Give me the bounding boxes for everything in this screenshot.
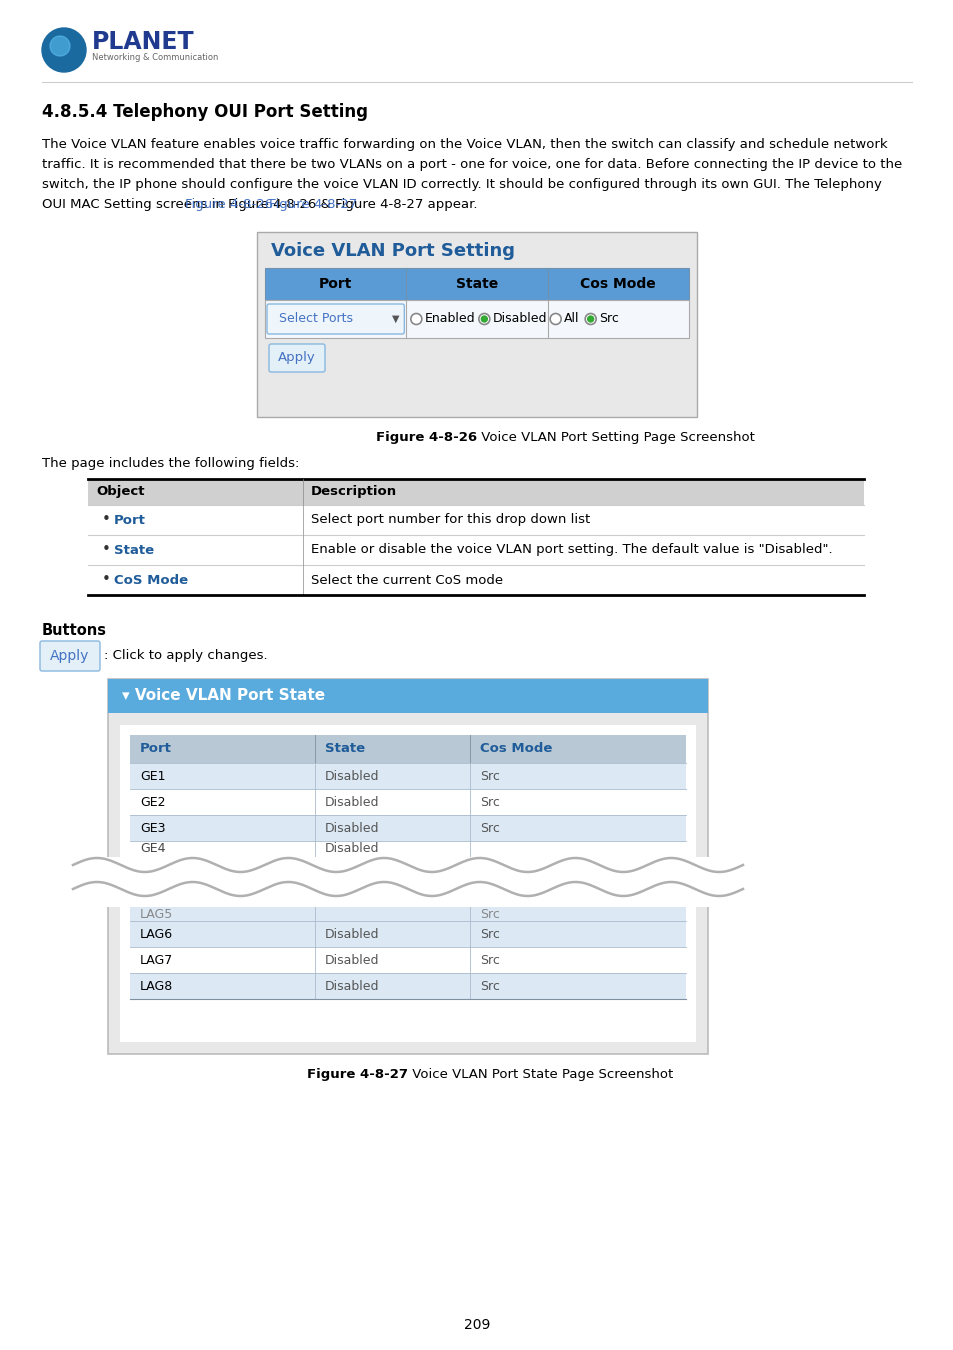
Text: All: All [563,312,578,325]
Text: LAG7: LAG7 [140,953,173,967]
FancyBboxPatch shape [108,679,707,713]
Text: Src: Src [479,822,499,834]
Text: 4.8.5.4 Telephony OUI Port Setting: 4.8.5.4 Telephony OUI Port Setting [42,103,368,122]
FancyBboxPatch shape [88,505,863,535]
Text: Src: Src [479,907,499,921]
Text: Select port number for this drop down list: Select port number for this drop down li… [311,513,590,526]
FancyBboxPatch shape [68,857,747,907]
Text: Port: Port [318,277,352,292]
Text: Disabled: Disabled [325,795,379,809]
Text: LAG6: LAG6 [140,927,172,941]
Text: •: • [102,543,111,558]
FancyBboxPatch shape [269,344,325,373]
Text: Disabled: Disabled [325,769,379,783]
FancyBboxPatch shape [130,815,685,841]
Text: Src: Src [479,927,499,941]
Text: switch, the IP phone should configure the voice VLAN ID correctly. It should be : switch, the IP phone should configure th… [42,178,881,190]
Text: Port: Port [113,513,146,526]
Text: State: State [113,544,154,556]
FancyBboxPatch shape [130,907,685,921]
Text: Src: Src [479,953,499,967]
Text: LAG8: LAG8 [140,980,173,992]
Text: Disabled: Disabled [325,927,379,941]
Text: Figure 4-8-27: Figure 4-8-27 [269,198,357,211]
Text: Port: Port [140,743,172,756]
Circle shape [584,313,596,324]
Text: •: • [102,513,111,528]
FancyBboxPatch shape [267,304,404,333]
Text: Apply: Apply [51,649,90,663]
Text: CoS Mode: CoS Mode [113,574,188,586]
Text: Disabled: Disabled [492,312,546,325]
FancyBboxPatch shape [88,566,863,595]
Text: Networking & Communication: Networking & Communication [91,54,218,62]
Text: Enabled: Enabled [424,312,475,325]
FancyBboxPatch shape [108,679,707,1054]
Text: The Voice VLAN feature enables voice traffic forwarding on the Voice VLAN, then : The Voice VLAN feature enables voice tra… [42,138,886,151]
Text: ▼: ▼ [392,315,399,324]
Text: Voice VLAN Port Setting Page Screenshot: Voice VLAN Port Setting Page Screenshot [476,431,754,444]
Text: : Click to apply changes.: : Click to apply changes. [104,649,268,663]
Text: GE1: GE1 [140,769,165,783]
FancyBboxPatch shape [130,841,685,857]
Text: 209: 209 [463,1318,490,1332]
Circle shape [550,313,560,324]
Text: Src: Src [479,980,499,992]
FancyBboxPatch shape [88,479,863,505]
Text: Disabled: Disabled [325,822,379,834]
Text: Cos Mode: Cos Mode [579,277,656,292]
FancyBboxPatch shape [130,946,685,973]
Text: Enable or disable the voice VLAN port setting. The default value is "Disabled".: Enable or disable the voice VLAN port se… [311,544,832,556]
Text: Buttons: Buttons [42,622,107,639]
Text: GE4: GE4 [140,842,165,856]
Circle shape [587,316,593,323]
Text: Object: Object [96,486,144,498]
Text: Figure 4-8-26: Figure 4-8-26 [375,431,476,444]
FancyBboxPatch shape [265,269,688,300]
FancyBboxPatch shape [256,232,697,417]
Text: Voice VLAN Port Setting: Voice VLAN Port Setting [271,242,515,261]
Text: Cos Mode: Cos Mode [479,743,552,756]
Text: GE3: GE3 [140,822,165,834]
Text: Src: Src [598,312,618,325]
Text: Voice VLAN Port State Page Screenshot: Voice VLAN Port State Page Screenshot [408,1068,673,1081]
FancyBboxPatch shape [130,788,685,815]
FancyBboxPatch shape [130,921,685,946]
FancyBboxPatch shape [265,300,688,338]
Text: Description: Description [311,486,396,498]
FancyBboxPatch shape [88,535,863,566]
Text: Src: Src [479,769,499,783]
Text: Disabled: Disabled [325,953,379,967]
Text: The page includes the following fields:: The page includes the following fields: [42,458,299,470]
FancyBboxPatch shape [120,725,696,1042]
Text: Figure 4-8-27: Figure 4-8-27 [307,1068,408,1081]
FancyBboxPatch shape [130,763,685,788]
Circle shape [42,28,86,72]
Text: Select Ports: Select Ports [278,312,353,325]
Text: Disabled: Disabled [325,842,379,856]
Text: State: State [456,277,497,292]
Circle shape [478,313,489,324]
Text: LAG5: LAG5 [140,907,173,921]
Text: ▾ Voice VLAN Port State: ▾ Voice VLAN Port State [122,688,325,703]
FancyBboxPatch shape [130,973,685,999]
Text: GE2: GE2 [140,795,165,809]
Text: State: State [325,743,365,756]
Text: traffic. It is recommended that there be two VLANs on a port - one for voice, on: traffic. It is recommended that there be… [42,158,902,171]
Text: Select the current CoS mode: Select the current CoS mode [311,574,502,586]
Text: Apply: Apply [278,351,315,364]
Text: Figure 4-8-26: Figure 4-8-26 [184,198,273,211]
Text: OUI MAC Setting screens in Figure 4-8-26 & Figure 4-8-27 appear.: OUI MAC Setting screens in Figure 4-8-26… [42,198,477,211]
Circle shape [481,316,487,323]
Circle shape [50,36,70,55]
Text: PLANET: PLANET [91,30,194,54]
FancyBboxPatch shape [130,734,685,763]
Text: •: • [102,572,111,587]
Text: Disabled: Disabled [325,980,379,992]
Circle shape [411,313,421,324]
Text: Src: Src [479,795,499,809]
FancyBboxPatch shape [40,641,100,671]
